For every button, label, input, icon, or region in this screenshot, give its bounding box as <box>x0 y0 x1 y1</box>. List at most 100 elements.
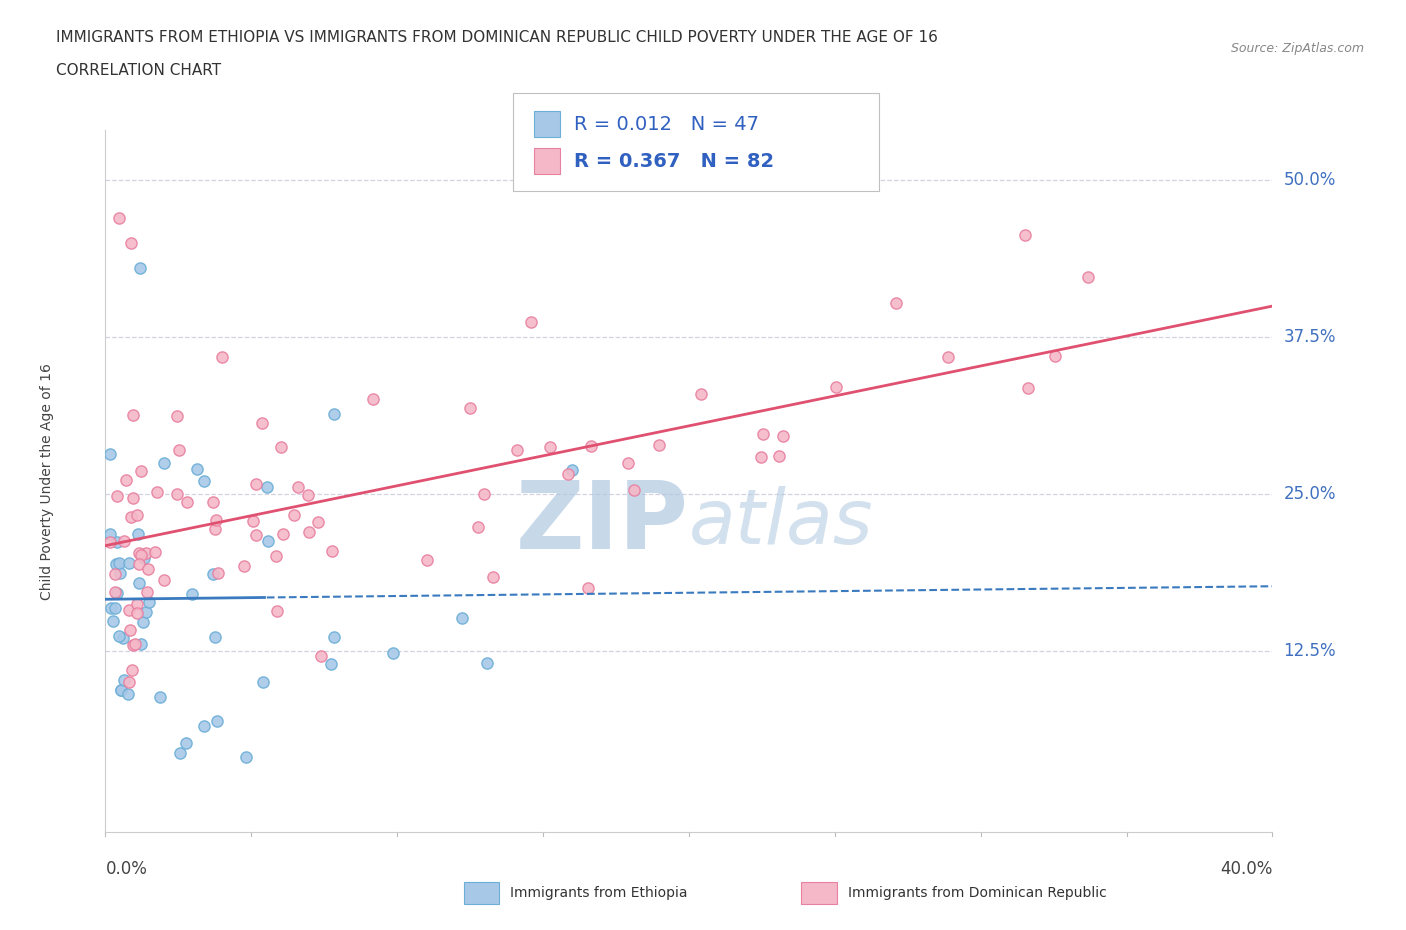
Point <box>1043 349 1066 364</box>
Point <box>561 462 583 477</box>
Point <box>105 585 128 600</box>
Point <box>519 314 541 329</box>
Point <box>125 605 148 620</box>
Point <box>319 657 342 671</box>
Point <box>112 631 135 645</box>
Text: R = 0.367   N = 82: R = 0.367 N = 82 <box>574 152 773 171</box>
Point <box>127 596 149 611</box>
Text: ZIP: ZIP <box>516 477 689 569</box>
Point <box>115 472 138 487</box>
Point <box>121 407 143 422</box>
Point <box>110 683 132 698</box>
Point <box>105 534 128 549</box>
Point <box>120 510 142 525</box>
Point <box>579 439 602 454</box>
Point <box>136 584 159 599</box>
Point <box>557 466 579 481</box>
Point <box>124 636 146 651</box>
Point <box>125 508 148 523</box>
Point <box>118 623 141 638</box>
Text: 37.5%: 37.5% <box>1284 328 1336 346</box>
Point <box>121 662 143 677</box>
Point <box>451 611 474 626</box>
Text: Immigrants from Dominican Republic: Immigrants from Dominican Republic <box>848 885 1107 900</box>
Point <box>129 463 152 478</box>
Point <box>128 556 150 571</box>
Point <box>297 487 319 502</box>
Point <box>936 350 959 365</box>
Point <box>242 513 264 528</box>
Point <box>136 562 159 577</box>
Text: atlas: atlas <box>689 486 873 561</box>
Point <box>690 386 713 401</box>
Point <box>824 379 846 394</box>
Point <box>538 439 561 454</box>
Text: 12.5%: 12.5% <box>1284 642 1336 659</box>
Point <box>772 429 794 444</box>
Point <box>205 714 228 729</box>
Point <box>127 526 149 541</box>
Point <box>201 566 224 581</box>
Point <box>122 638 145 653</box>
Point <box>107 629 129 644</box>
Point <box>108 566 131 581</box>
Point <box>118 556 141 571</box>
Point <box>129 548 152 563</box>
Point <box>204 522 226 537</box>
Point <box>202 495 225 510</box>
Point <box>749 449 772 464</box>
Point <box>271 526 294 541</box>
Point <box>298 525 321 539</box>
Point <box>104 601 127 616</box>
Point <box>1014 227 1036 242</box>
Point <box>186 461 208 476</box>
Text: 40.0%: 40.0% <box>1220 860 1272 879</box>
Point <box>458 401 481 416</box>
Point <box>245 477 267 492</box>
Point <box>245 527 267 542</box>
Point <box>321 544 343 559</box>
Point <box>475 656 498 671</box>
Point <box>1017 380 1039 395</box>
Point <box>382 645 405 660</box>
Point <box>149 689 172 704</box>
Point <box>193 718 215 733</box>
Point <box>166 409 188 424</box>
Point <box>107 210 129 225</box>
Point <box>108 555 131 570</box>
Point <box>117 686 139 701</box>
Point <box>152 456 174 471</box>
Text: Immigrants from Ethiopia: Immigrants from Ethiopia <box>510 885 688 900</box>
Point <box>1077 270 1099 285</box>
Point <box>322 630 344 644</box>
Point <box>120 235 142 250</box>
Point <box>131 636 153 651</box>
Point <box>252 674 274 689</box>
Point <box>135 546 157 561</box>
Point <box>235 750 257 764</box>
Point <box>648 438 671 453</box>
Point <box>307 515 329 530</box>
Text: CORRELATION CHART: CORRELATION CHART <box>56 63 221 78</box>
Point <box>287 480 309 495</box>
Point <box>121 490 143 505</box>
Point <box>232 559 254 574</box>
Point <box>266 604 288 618</box>
Point <box>361 392 384 406</box>
Point <box>98 527 121 542</box>
Point <box>176 736 198 751</box>
Text: Source: ZipAtlas.com: Source: ZipAtlas.com <box>1230 42 1364 55</box>
Point <box>768 449 790 464</box>
Point <box>110 682 132 697</box>
Point <box>118 603 141 618</box>
Point <box>472 486 495 501</box>
Text: 50.0%: 50.0% <box>1284 171 1336 190</box>
Point <box>884 295 907 310</box>
Point <box>623 482 645 497</box>
Point <box>135 604 157 619</box>
Text: R = 0.012   N = 47: R = 0.012 N = 47 <box>574 114 759 134</box>
Text: Child Poverty Under the Age of 16: Child Poverty Under the Age of 16 <box>41 363 53 600</box>
Point <box>105 489 128 504</box>
Point <box>112 534 135 549</box>
Point <box>576 580 599 595</box>
